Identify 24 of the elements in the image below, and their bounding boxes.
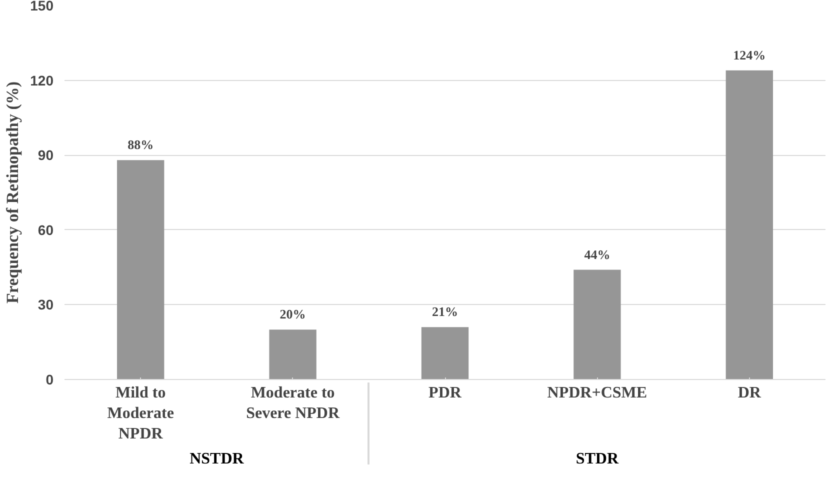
data-label: 21% [432, 304, 458, 320]
y-tick-label: 30 [38, 296, 54, 313]
x-tick-label: NPDR+CSME [547, 384, 648, 402]
bar [421, 327, 469, 380]
bar [269, 330, 316, 380]
bar [726, 70, 773, 380]
text: NSTDR [190, 450, 244, 468]
y-tick-label: 150 [30, 0, 54, 14]
y-tick-label: 90 [38, 147, 54, 164]
y-tick-label: 120 [30, 72, 54, 88]
data-label: 20% [280, 306, 306, 322]
bar [574, 270, 621, 380]
y-tick-label: 0 [46, 372, 54, 388]
y-tick-label: 60 [38, 222, 54, 238]
y-axis-title: Frequency of Retinopathy (%) [3, 81, 22, 304]
data-label: 44% [584, 246, 610, 262]
text: STDR [576, 450, 619, 468]
data-label: 88% [128, 137, 154, 152]
x-tick-label: PDR [428, 384, 462, 402]
x-tick-label: DR [738, 384, 762, 402]
data-label: 124% [733, 47, 766, 62]
x-tick-label: Mild to Moderate NPDR [107, 384, 174, 442]
bar [117, 160, 164, 380]
x-tick-label: Moderate to Severe NPDR [246, 384, 340, 422]
